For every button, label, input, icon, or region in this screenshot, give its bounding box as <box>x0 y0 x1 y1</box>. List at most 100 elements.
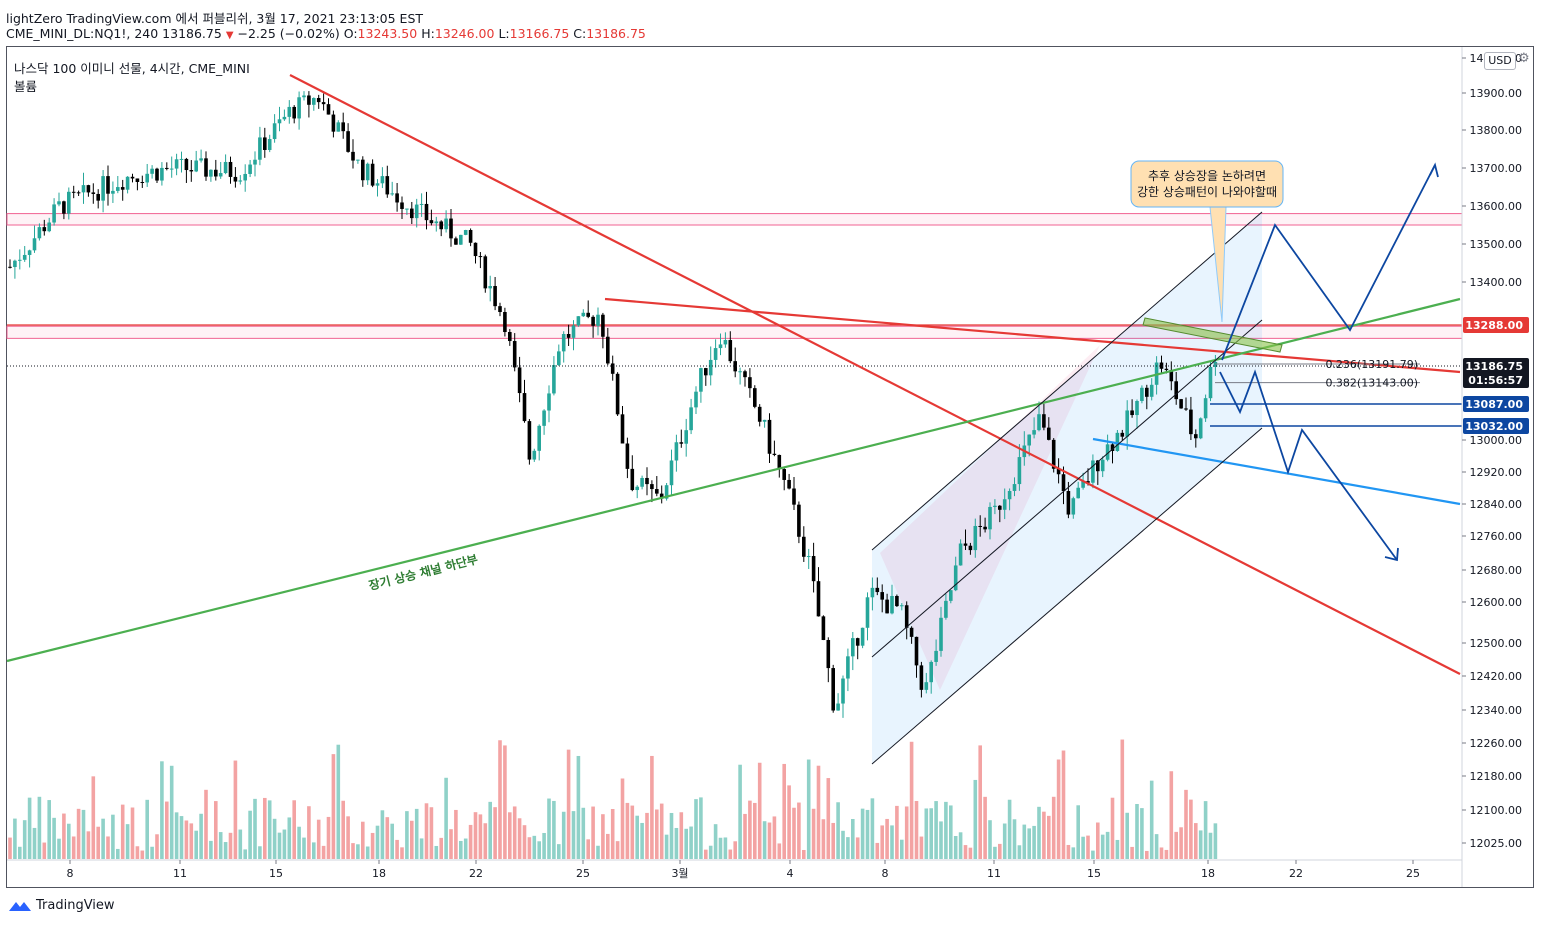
candle-body <box>620 414 625 444</box>
candle-body <box>169 168 174 170</box>
y-tick-label: 12260.00 <box>1470 737 1523 750</box>
candle-body <box>414 204 419 219</box>
candle-body <box>1169 370 1174 382</box>
volume-bar <box>101 818 105 859</box>
volume-bar <box>1032 825 1036 859</box>
volume-bar <box>483 823 488 859</box>
volume-bar <box>733 841 737 859</box>
candle-body <box>434 221 439 224</box>
candle-body <box>963 543 968 546</box>
candle-body <box>664 485 669 499</box>
candle-body <box>645 477 649 485</box>
volume-bar <box>419 838 424 859</box>
volume-bar <box>1022 824 1027 859</box>
volume-bar <box>645 812 649 859</box>
volume-bar <box>1208 832 1213 859</box>
candle-body <box>120 187 125 190</box>
volume-bar <box>885 818 889 859</box>
chart-frame[interactable] <box>6 46 1534 888</box>
candle-body <box>125 176 130 190</box>
candle-body <box>1174 381 1178 400</box>
volume-bar <box>870 798 875 859</box>
x-tick-label: 11 <box>987 867 1001 880</box>
volume-bar <box>1056 759 1061 859</box>
volume-bar <box>405 811 409 859</box>
candle-body <box>1135 401 1139 416</box>
y-tick-label: 12920.00 <box>1470 466 1523 479</box>
candle-body <box>988 506 992 530</box>
candle-body <box>1149 384 1154 397</box>
candle-body <box>238 180 243 182</box>
x-tick-label: 22 <box>469 867 483 880</box>
candle-body <box>316 98 321 103</box>
candle-body <box>1198 418 1203 439</box>
y-tick-label: 13400.00 <box>1470 276 1523 289</box>
volume-bar <box>375 825 380 859</box>
candle-body <box>307 95 311 105</box>
candle-body <box>483 256 488 289</box>
candle-body <box>478 256 483 258</box>
candle-body <box>591 316 595 326</box>
candle-body <box>968 545 973 551</box>
volume-bar <box>233 760 238 859</box>
volume-bar <box>968 847 973 859</box>
volume-bar <box>228 832 233 859</box>
volume-bar <box>468 824 473 859</box>
candle-body <box>47 222 51 232</box>
candle-body <box>42 227 47 232</box>
volume-bar <box>125 824 130 859</box>
candle-body <box>405 208 409 210</box>
publish-info: lightZero TradingView.com 에서 퍼블리쉬, 3월 17… <box>6 11 424 26</box>
candle-body <box>214 169 218 177</box>
volume-bar <box>189 823 194 859</box>
candle-body <box>1105 444 1110 460</box>
currency-badge[interactable]: USD <box>1484 52 1516 70</box>
candle-body <box>1047 427 1051 440</box>
volume-bar <box>689 826 693 859</box>
volume-bar <box>155 834 159 859</box>
x-tick-label: 15 <box>1087 867 1101 880</box>
volume-bar <box>336 744 341 859</box>
volume-bar <box>160 761 164 859</box>
candle-body <box>179 158 184 160</box>
gear-icon[interactable]: ⚙ <box>1518 51 1530 66</box>
brand-label: TradingView <box>36 898 115 913</box>
volume-bar <box>586 839 590 859</box>
candle-body <box>488 286 492 289</box>
close-value: 13186.75 <box>586 26 646 41</box>
candle-body <box>1189 409 1193 435</box>
volume-bar <box>116 848 120 859</box>
candle-body <box>380 176 385 184</box>
volume-bar <box>449 829 453 859</box>
volume-bar <box>1027 828 1031 859</box>
candle-body <box>174 159 179 169</box>
candle-body <box>277 119 282 124</box>
candle-body <box>669 460 674 486</box>
candle-body <box>27 250 32 255</box>
candle-body <box>909 627 914 637</box>
candle-body <box>223 161 228 174</box>
x-tick-label: 4 <box>787 867 794 880</box>
volume-bar <box>130 807 135 859</box>
candle-body <box>919 665 924 690</box>
candle-body <box>1007 490 1012 500</box>
candle-body <box>635 486 639 491</box>
bearish-projection-path <box>1219 369 1398 561</box>
candle-body <box>1130 410 1134 416</box>
volume-bar <box>973 779 978 859</box>
candle-body <box>312 98 316 105</box>
volume-bar <box>1194 823 1198 859</box>
x-tick-label: 8 <box>882 867 889 880</box>
candle-body <box>336 122 341 132</box>
volume-bar <box>277 832 282 859</box>
volume-bar <box>253 798 257 859</box>
volume-bar <box>150 846 154 859</box>
candle-body <box>953 565 958 591</box>
volume-bar <box>811 808 816 859</box>
volume-bar <box>855 837 860 859</box>
volume-bar <box>62 813 66 859</box>
candle-body <box>806 556 811 558</box>
footer-brand[interactable]: TradingView <box>8 898 115 913</box>
fib-382-label: 0.382(13143.00) <box>1325 377 1418 390</box>
